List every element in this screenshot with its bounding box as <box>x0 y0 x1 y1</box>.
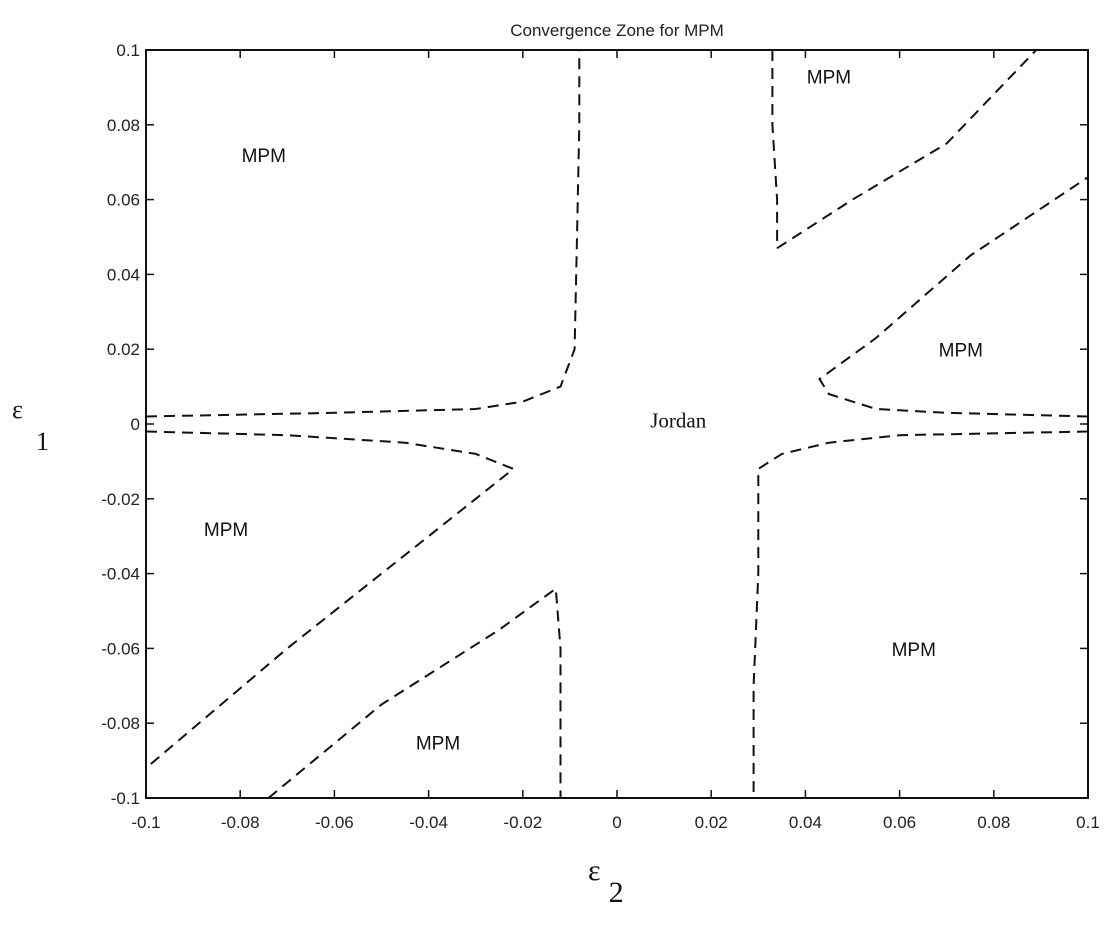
y-tick-label: -0.06 <box>101 639 140 658</box>
y-tick-label: 0 <box>131 415 140 434</box>
x-tick-label: -0.08 <box>221 813 260 832</box>
chart-title: Convergence Zone for MPM <box>510 21 724 40</box>
region-label-mpm: MPM <box>204 520 248 541</box>
region-label-mpm: MPM <box>807 68 851 89</box>
x-tick-label: -0.04 <box>409 813 448 832</box>
region-label-mpm: MPM <box>416 733 460 754</box>
region-label-mpm: MPM <box>242 146 286 167</box>
region-labels: MPM MPM MPM MPM MPM MPM Jordan <box>204 68 983 755</box>
x-tick-label: 0 <box>612 813 621 832</box>
x-axis-label-subscript: 2 <box>609 876 624 909</box>
boundary-curve <box>776 49 1037 250</box>
y-axis-label-subscript: 1 <box>36 427 49 456</box>
y-tick-label: 0.04 <box>107 265 140 284</box>
y-tick-label: 0.08 <box>107 116 140 135</box>
boundary-curve <box>145 430 516 769</box>
x-axis-label-symbol: ε <box>588 854 601 887</box>
y-tick-label: -0.04 <box>101 565 140 584</box>
x-tick-label: -0.06 <box>315 813 354 832</box>
x-axis-label: ε 2 <box>588 854 624 909</box>
y-tick-label: 0.02 <box>107 340 140 359</box>
boundary-curve <box>771 50 779 249</box>
region-label-mpm: MPM <box>892 640 936 661</box>
y-tick-label: 0.06 <box>107 191 140 210</box>
plot-frame <box>145 49 1089 799</box>
x-tick-label: 0.1 <box>1076 813 1100 832</box>
boundary-curve <box>752 430 1089 798</box>
x-tick-label: 0.04 <box>789 813 822 832</box>
boundary-curve <box>145 50 581 418</box>
y-tick-label: 0.1 <box>116 41 140 60</box>
boundary-curves <box>145 49 1089 799</box>
boundary-curve <box>818 176 1089 418</box>
y-tick-label: -0.08 <box>101 714 140 733</box>
y-axis-label-symbol: ε <box>12 395 23 424</box>
x-tick-label: 0.08 <box>977 813 1010 832</box>
x-tick-label: -0.1 <box>131 813 160 832</box>
region-label-mpm: MPM <box>939 341 983 362</box>
x-tick-label: -0.02 <box>503 813 542 832</box>
x-axis-ticks: -0.1 -0.08 -0.06 -0.04 -0.02 0 0.02 0.04 0.06 0.0… <box>131 50 1100 832</box>
y-tick-label: -0.1 <box>111 789 140 808</box>
x-tick-label: 0.02 <box>695 813 728 832</box>
y-axis-ticks: 0.1 0.08 0.06 0.04 0.02 0 -0.02 -0.04 -0.06 -0.08… <box>101 41 1088 808</box>
x-tick-label: 0.06 <box>883 813 916 832</box>
y-tick-label: -0.02 <box>101 490 140 509</box>
y-axis-label: ε 1 <box>12 395 49 456</box>
region-label-jordan: Jordan <box>650 409 706 433</box>
boundary-curve <box>267 586 562 799</box>
